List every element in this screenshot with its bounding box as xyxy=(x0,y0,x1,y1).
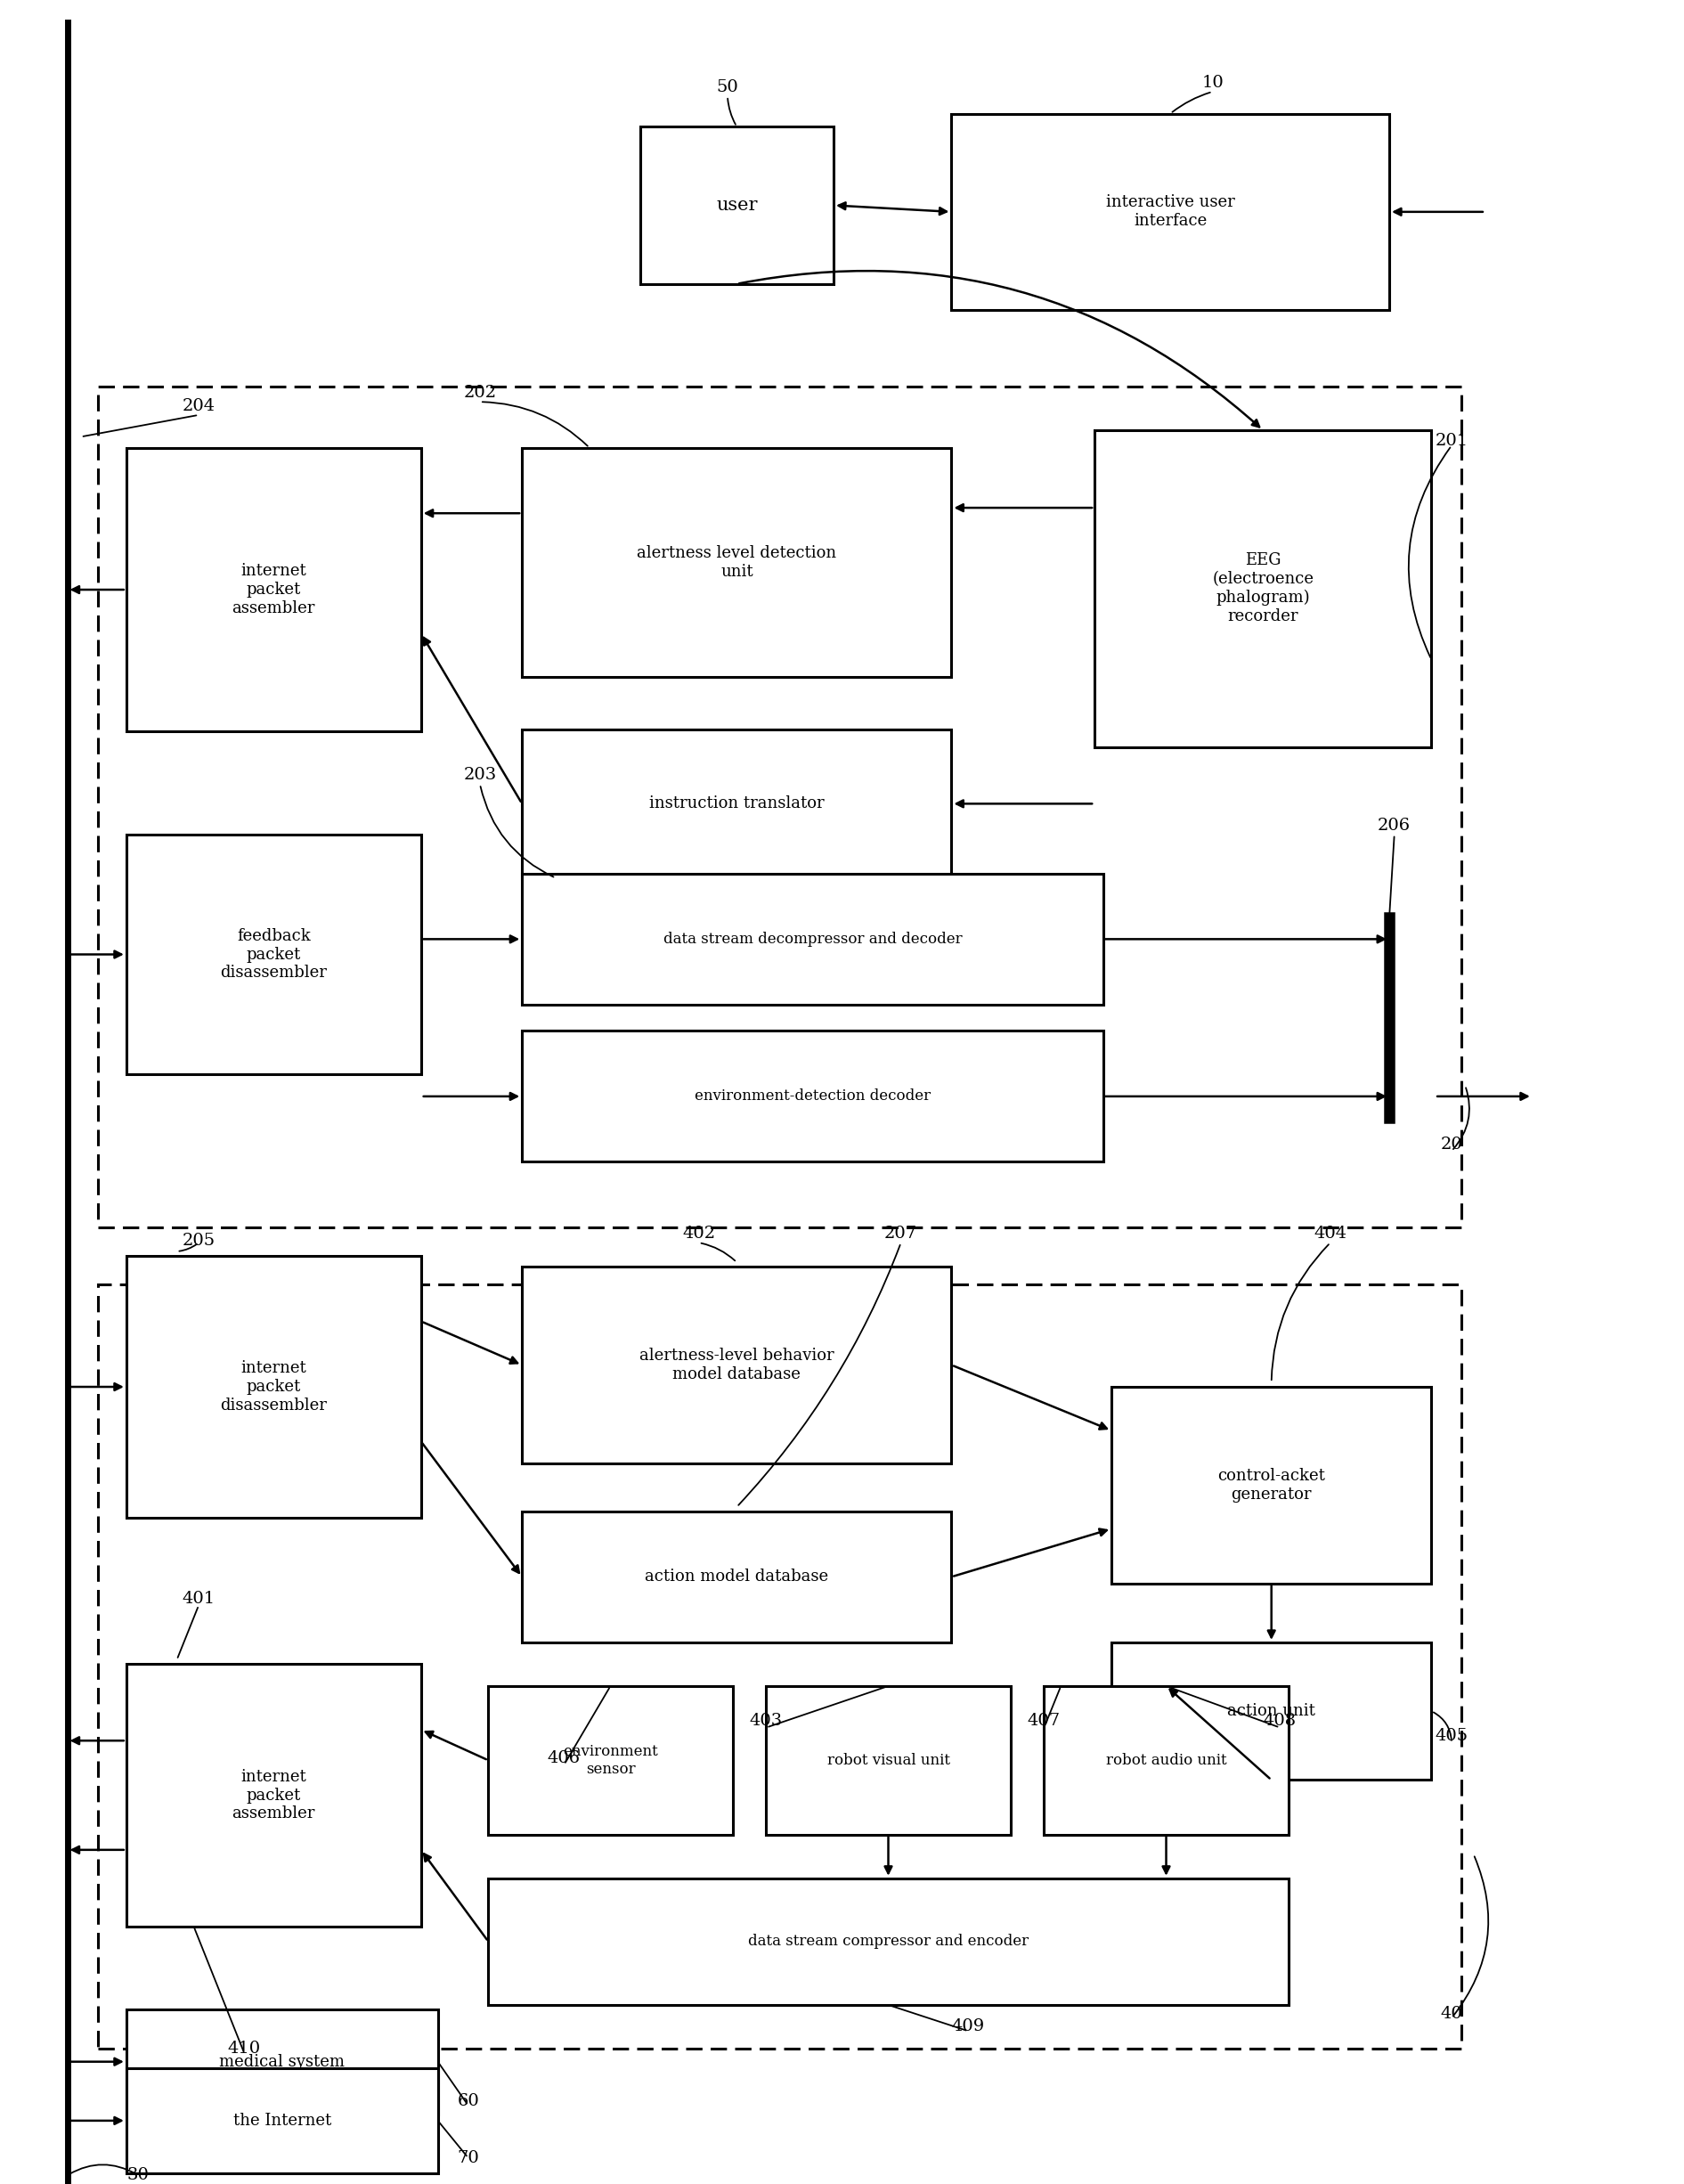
Text: 203: 203 xyxy=(463,767,497,784)
Text: the Internet: the Internet xyxy=(232,2112,332,2129)
Text: EEG
(electroence
phalogram)
recorder: EEG (electroence phalogram) recorder xyxy=(1212,553,1314,625)
Text: data stream decompressor and decoder: data stream decompressor and decoder xyxy=(663,933,962,946)
FancyBboxPatch shape xyxy=(766,1686,1010,1835)
FancyBboxPatch shape xyxy=(488,1686,733,1835)
Text: 406: 406 xyxy=(547,1749,581,1767)
Text: 205: 205 xyxy=(182,1232,216,1249)
Text: 407: 407 xyxy=(1027,1712,1061,1730)
FancyBboxPatch shape xyxy=(1111,1387,1431,1583)
Text: 405: 405 xyxy=(1435,1728,1468,1745)
FancyBboxPatch shape xyxy=(522,448,951,677)
Text: feedback
packet
disassembler: feedback packet disassembler xyxy=(221,928,327,981)
Text: action unit: action unit xyxy=(1228,1704,1315,1719)
Text: 404: 404 xyxy=(1314,1225,1347,1243)
FancyBboxPatch shape xyxy=(126,2009,438,2114)
FancyBboxPatch shape xyxy=(126,834,421,1075)
Text: 60: 60 xyxy=(456,2092,480,2110)
FancyBboxPatch shape xyxy=(126,448,421,732)
FancyBboxPatch shape xyxy=(1111,1642,1431,1780)
Text: 50: 50 xyxy=(716,79,739,96)
FancyBboxPatch shape xyxy=(522,1267,951,1463)
Text: control-acket
generator: control-acket generator xyxy=(1218,1468,1325,1503)
FancyBboxPatch shape xyxy=(126,1664,421,1926)
FancyBboxPatch shape xyxy=(126,1256,421,1518)
Text: instruction translator: instruction translator xyxy=(650,795,823,812)
Text: interactive user
interface: interactive user interface xyxy=(1106,194,1234,229)
FancyBboxPatch shape xyxy=(522,729,951,878)
Text: 206: 206 xyxy=(1378,817,1411,834)
Text: 402: 402 xyxy=(682,1225,716,1243)
Text: environment-detection decoder: environment-detection decoder xyxy=(694,1090,931,1103)
Text: 201: 201 xyxy=(1435,432,1468,450)
Text: 207: 207 xyxy=(884,1225,918,1243)
Text: 70: 70 xyxy=(456,2149,480,2167)
FancyBboxPatch shape xyxy=(640,127,834,284)
FancyBboxPatch shape xyxy=(1044,1686,1288,1835)
Text: alertness-level behavior
model database: alertness-level behavior model database xyxy=(640,1348,834,1382)
Text: 40: 40 xyxy=(1440,2005,1463,2022)
Text: alertness level detection
unit: alertness level detection unit xyxy=(637,546,837,579)
Text: 403: 403 xyxy=(749,1712,783,1730)
Text: 202: 202 xyxy=(463,384,497,402)
Text: internet
packet
assembler: internet packet assembler xyxy=(232,1769,315,1821)
Text: 30: 30 xyxy=(126,2167,150,2184)
FancyBboxPatch shape xyxy=(488,1878,1288,2005)
Text: user: user xyxy=(716,197,758,214)
Text: action model database: action model database xyxy=(645,1568,829,1586)
Text: 10: 10 xyxy=(1201,74,1224,92)
Text: 401: 401 xyxy=(182,1590,216,1607)
Text: 20: 20 xyxy=(1440,1136,1463,1153)
Text: 410: 410 xyxy=(227,2040,261,2057)
Text: robot audio unit: robot audio unit xyxy=(1106,1754,1226,1767)
Text: internet
packet
assembler: internet packet assembler xyxy=(232,563,315,616)
FancyBboxPatch shape xyxy=(951,114,1389,310)
FancyBboxPatch shape xyxy=(522,874,1103,1005)
Text: 409: 409 xyxy=(951,2018,985,2035)
Text: data stream compressor and encoder: data stream compressor and encoder xyxy=(748,1935,1029,1948)
Text: robot visual unit: robot visual unit xyxy=(827,1754,950,1767)
Text: medical system: medical system xyxy=(219,2053,345,2070)
FancyBboxPatch shape xyxy=(126,2068,438,2173)
FancyBboxPatch shape xyxy=(1095,430,1431,747)
Text: internet
packet
disassembler: internet packet disassembler xyxy=(221,1361,327,1413)
Text: 408: 408 xyxy=(1263,1712,1297,1730)
FancyBboxPatch shape xyxy=(522,1511,951,1642)
Text: 204: 204 xyxy=(182,397,216,415)
Text: environment
sensor: environment sensor xyxy=(562,1745,658,1776)
FancyBboxPatch shape xyxy=(522,1031,1103,1162)
